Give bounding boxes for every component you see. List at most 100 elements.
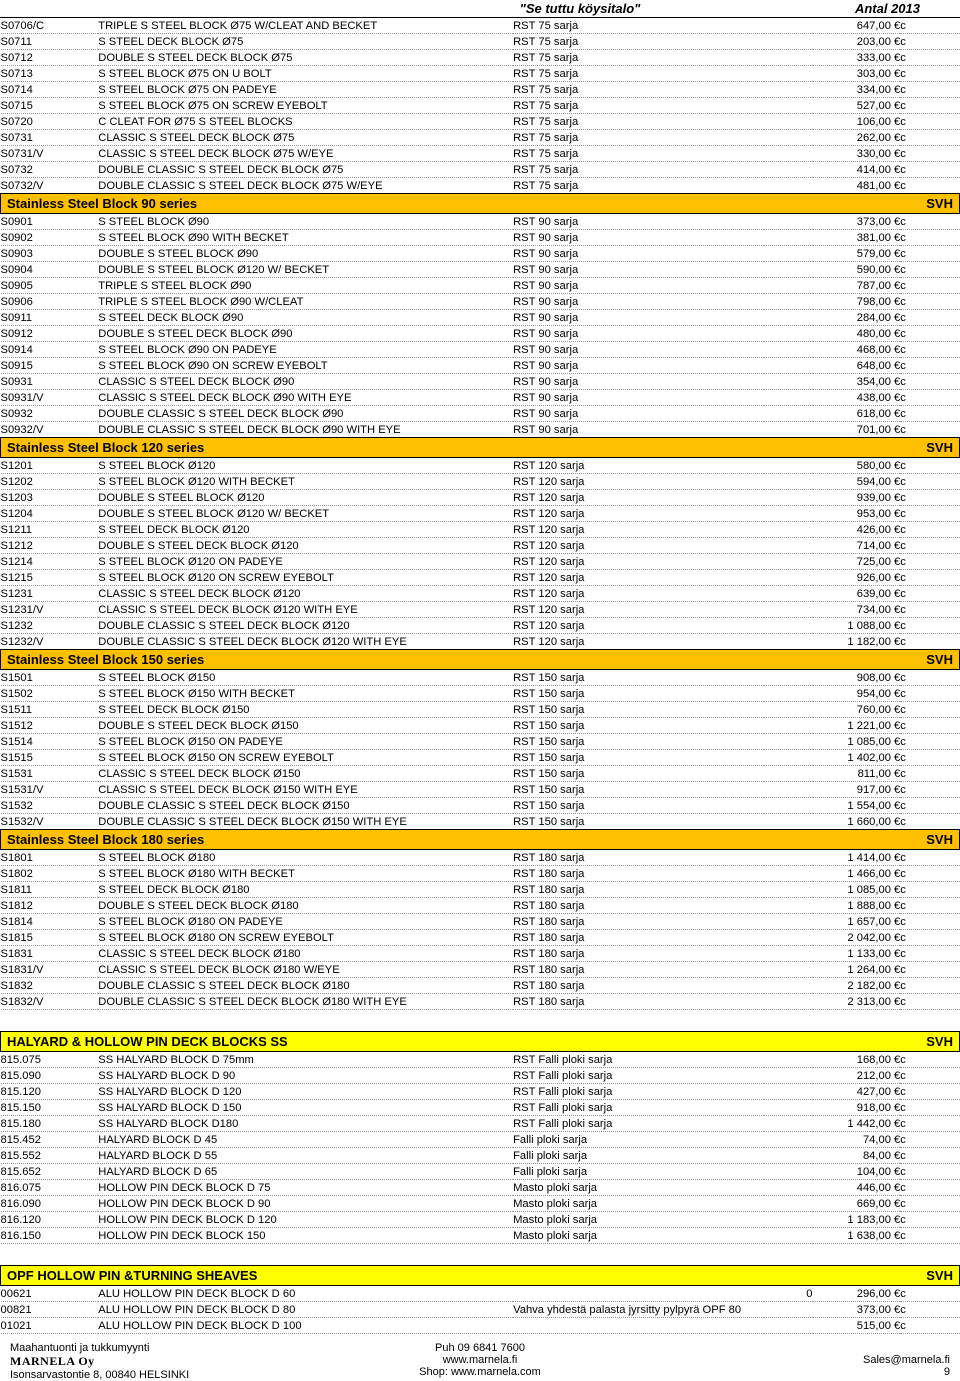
currency-suffix: c [900,262,959,278]
product-series: RST 120 sarja [513,522,764,538]
table-row: S1231/VCLASSIC S STEEL DECK BLOCK Ø120 W… [1,602,960,618]
product-qty [764,814,812,830]
product-price: 639,00 € [813,586,901,602]
product-qty [764,246,812,262]
currency-suffix: c [900,1132,959,1148]
product-description: S STEEL BLOCK Ø120 WITH BECKET [98,474,513,490]
product-price: 74,00 € [813,1132,901,1148]
currency-suffix: c [900,962,959,978]
currency-suffix: c [900,1148,959,1164]
product-code: 815.552 [1,1148,99,1164]
currency-suffix: c [900,406,959,422]
section-header: HALYARD & HOLLOW PIN DECK BLOCKS SSSVH [1,1032,960,1052]
product-qty [764,214,812,230]
product-code: S1812 [1,898,99,914]
product-qty [764,586,812,602]
currency-suffix: c [900,930,959,946]
section-header: OPF HOLLOW PIN &TURNING SHEAVESSVH [1,1266,960,1286]
footer-url: www.marnela.fi [325,1354,635,1366]
product-qty [764,390,812,406]
currency-suffix: c [900,278,959,294]
product-series: RST Falli ploki sarja [513,1052,764,1068]
product-qty [764,278,812,294]
table-row: S1831CLASSIC S STEEL DECK BLOCK Ø180RST … [1,946,960,962]
currency-suffix: c [900,178,959,194]
product-price: 1 657,00 € [813,914,901,930]
product-qty [764,850,812,866]
product-series: RST 75 sarja [513,162,764,178]
table-row: S0713S STEEL BLOCK Ø75 ON U BOLTRST 75 s… [1,66,960,82]
product-series: RST 150 sarja [513,814,764,830]
table-row: S1514S STEEL BLOCK Ø150 ON PADEYERST 150… [1,734,960,750]
product-qty [764,1302,812,1318]
product-qty [764,1180,812,1196]
product-code: S0713 [1,66,99,82]
footer-import-text: Maahantuonti ja tukkumyynti [10,1342,320,1354]
product-series: RST 120 sarja [513,474,764,490]
product-series: RST 120 sarja [513,586,764,602]
table-row: S1531CLASSIC S STEEL DECK BLOCK Ø150RST … [1,766,960,782]
product-qty [764,1148,812,1164]
product-code: S0903 [1,246,99,262]
product-series: RST Falli ploki sarja [513,1068,764,1084]
product-description: ALU HOLLOW PIN DECK BLOCK D 60 [98,1286,513,1302]
product-series: RST 180 sarja [513,978,764,994]
product-qty [764,178,812,194]
currency-suffix: c [900,618,959,634]
product-price: 2 042,00 € [813,930,901,946]
product-price: 481,00 € [813,178,901,194]
product-price: 580,00 € [813,458,901,474]
product-description: S STEEL BLOCK Ø75 ON SCREW EYEBOLT [98,98,513,114]
table-row: S0906TRIPLE S STEEL BLOCK Ø90 W/CLEATRST… [1,294,960,310]
product-price: 1 402,00 € [813,750,901,766]
product-qty [764,1084,812,1100]
product-code: 00821 [1,1302,99,1318]
table-row: S1201S STEEL BLOCK Ø120RST 120 sarja580,… [1,458,960,474]
currency-suffix: c [900,374,959,390]
product-series: RST 75 sarja [513,98,764,114]
table-row: S0714S STEEL BLOCK Ø75 ON PADEYERST 75 s… [1,82,960,98]
product-qty [764,1228,812,1244]
product-code: 816.150 [1,1228,99,1244]
product-series: RST 120 sarja [513,538,764,554]
product-description: DOUBLE CLASSIC S STEEL DECK BLOCK Ø150 W… [98,814,513,830]
product-code: S0932/V [1,422,99,438]
product-price: 669,00 € [813,1196,901,1212]
product-series: RST 180 sarja [513,882,764,898]
product-series: RST 150 sarja [513,750,764,766]
product-description: S STEEL BLOCK Ø90 [98,214,513,230]
product-description: CLASSIC S STEEL DECK BLOCK Ø180 W/EYE [98,962,513,978]
product-series: RST 180 sarja [513,994,764,1010]
product-qty [764,1318,812,1334]
product-qty [764,98,812,114]
currency-suffix: c [900,294,959,310]
product-price: 917,00 € [813,782,901,798]
product-qty [764,670,812,686]
table-row: 815.090SS HALYARD BLOCK D 90RST Falli pl… [1,1068,960,1084]
product-code: S0912 [1,326,99,342]
product-price: 1 182,00 € [813,634,901,650]
product-series: Falli ploki sarja [513,1148,764,1164]
product-code: S1511 [1,702,99,718]
product-code: 01021 [1,1318,99,1334]
product-description: C CLEAT FOR Ø75 S STEEL BLOCKS [98,114,513,130]
product-series: Masto ploki sarja [513,1180,764,1196]
product-code: S1211 [1,522,99,538]
product-qty [764,1196,812,1212]
product-code: S1231 [1,586,99,602]
table-row: 00621ALU HOLLOW PIN DECK BLOCK D 600296,… [1,1286,960,1302]
product-code: 815.075 [1,1052,99,1068]
product-code: S0902 [1,230,99,246]
product-price: 648,00 € [813,358,901,374]
product-code: S0714 [1,82,99,98]
product-description: DOUBLE S STEEL DECK BLOCK Ø120 [98,538,513,554]
product-price: 333,00 € [813,50,901,66]
product-code: S0914 [1,342,99,358]
product-description: S STEEL BLOCK Ø90 ON SCREW EYEBOLT [98,358,513,374]
product-series: RST 75 sarja [513,146,764,162]
product-description: CLASSIC S STEEL DECK BLOCK Ø120 [98,586,513,602]
currency-suffix: c [900,1286,959,1302]
product-price: 953,00 € [813,506,901,522]
product-qty [764,262,812,278]
product-description: CLASSIC S STEEL DECK BLOCK Ø90 WITH EYE [98,390,513,406]
